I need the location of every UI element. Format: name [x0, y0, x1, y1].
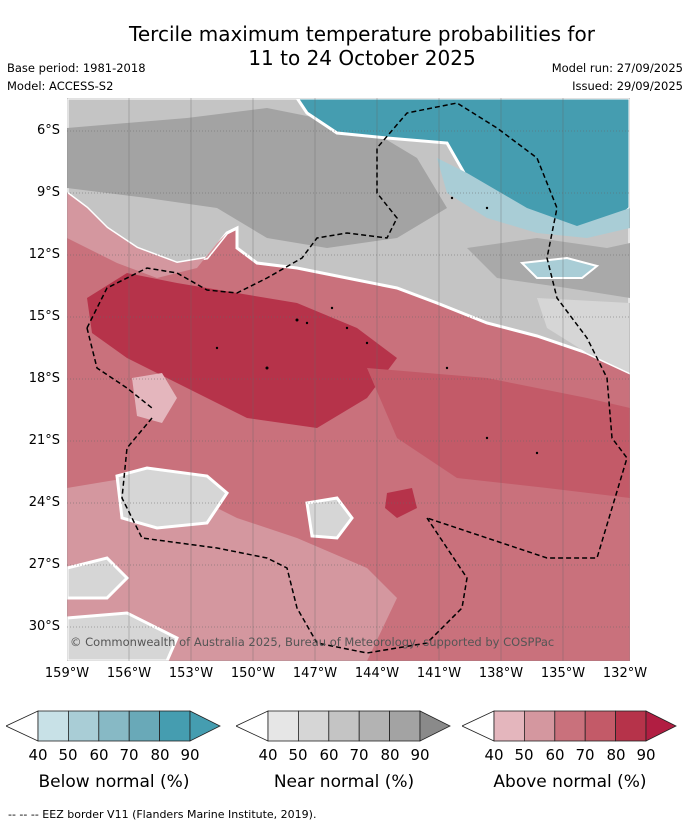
lon-label-147w: 147°W — [292, 666, 338, 681]
cbar-above-high-arrow — [645, 710, 677, 742]
colorbar-above — [462, 710, 677, 742]
model-run: Model run: 27/09/2025 — [551, 61, 683, 75]
tick: 60 — [545, 746, 565, 764]
tick: 70 — [119, 746, 139, 764]
lat-label-15s: 15°S — [28, 309, 60, 324]
lon-label-156w: 156°W — [106, 666, 152, 681]
title-line-2: 11 to 24 October 2025 — [248, 46, 476, 70]
tick: 50 — [288, 746, 308, 764]
lon-label-150w: 150°W — [230, 666, 276, 681]
colorbar-segment — [358, 710, 390, 742]
tick: 40 — [28, 746, 48, 764]
tick: 70 — [349, 746, 369, 764]
sw-near-normal-2 — [67, 611, 179, 661]
base-period: Base period: 1981-2018 — [7, 61, 146, 75]
lon-label-135w: 135°W — [540, 666, 586, 681]
sw-near-normal — [67, 556, 130, 600]
west-pale-patch — [132, 373, 177, 423]
colorbar-segment — [615, 710, 647, 742]
tick: 80 — [380, 746, 400, 764]
colorbar-segment — [128, 710, 160, 742]
colorbar-segment — [524, 710, 556, 742]
legend-label-above: Above normal (%) — [493, 772, 647, 792]
colorbar-segment — [493, 710, 525, 742]
above-normal-core — [87, 273, 397, 428]
lon-label-144w: 144°W — [354, 666, 400, 681]
tick: 80 — [606, 746, 626, 764]
probability-map: © Commonwealth of Australia 2025, Bureau… — [67, 98, 630, 661]
lat-label-9s: 9°S — [36, 185, 60, 200]
tick: 90 — [636, 746, 656, 764]
below-normal-light — [437, 158, 630, 238]
legend-label-near: Near normal (%) — [273, 772, 415, 792]
lat-label-21s: 21°S — [28, 433, 60, 448]
meta-right: Model run: 27/09/2025 Issued: 29/09/2025 — [552, 59, 683, 95]
colorbar-segment — [389, 710, 421, 742]
tick: 70 — [575, 746, 595, 764]
copyright: © Commonwealth of Australia 2025, Bureau… — [70, 635, 554, 649]
lat-label-24s: 24°S — [28, 495, 60, 510]
grid-lines — [67, 130, 630, 628]
lon-label-138w: 138°W — [478, 666, 524, 681]
tick: 90 — [180, 746, 200, 764]
near-normal-dark — [67, 108, 447, 248]
colorbar-segment — [298, 710, 330, 742]
west-near-normal-patch — [115, 466, 229, 530]
lon-label-159w: 159°W — [44, 666, 90, 681]
colorbar-segment — [37, 710, 69, 742]
lat-label-30s: 30°S — [28, 619, 60, 634]
lon-label-132w: 132°W — [602, 666, 648, 681]
tick: 60 — [89, 746, 109, 764]
lon-label-153w: 153°W — [168, 666, 214, 681]
tick: 40 — [484, 746, 504, 764]
colorbar-near — [236, 710, 451, 742]
cbar-near-high-arrow — [419, 710, 451, 742]
lat-label-6s: 6°S — [36, 123, 60, 138]
lat-label-12s: 12°S — [28, 247, 60, 262]
below-normal-patch — [519, 256, 600, 279]
eez-footnote: -- -- -- EEZ border V11 (Flanders Marine… — [8, 808, 317, 821]
cbar-below-high-arrow — [189, 710, 221, 742]
cbar-near-low-arrow — [236, 710, 269, 742]
meta-left: Base period: 1981-2018 Model: ACCESS-S2 — [7, 59, 146, 95]
above-normal-pale — [67, 193, 227, 278]
lon-label-141w: 141°W — [416, 666, 462, 681]
title-line-1: Tercile maximum temperature probabilitie… — [129, 22, 595, 46]
eez-border — [86, 102, 628, 654]
colorbar-segment — [584, 710, 616, 742]
model-name: Model: ACCESS-S2 — [7, 79, 114, 93]
tick: 60 — [319, 746, 339, 764]
meridian-lines — [128, 98, 564, 661]
lat-label-27s: 27°S — [28, 557, 60, 572]
cbar-above-low-arrow — [462, 710, 495, 742]
cbar-below-low-arrow — [6, 710, 39, 742]
above-normal-core-2 — [367, 368, 630, 498]
tick: 80 — [150, 746, 170, 764]
tick: 90 — [410, 746, 430, 764]
islands — [215, 196, 539, 455]
central-near-normal-patch — [305, 496, 354, 540]
near-normal-light-east — [537, 298, 630, 373]
colorbar-segment — [554, 710, 586, 742]
colorbar-segment — [68, 710, 100, 742]
issued-date: Issued: 29/09/2025 — [572, 79, 683, 93]
colorbar-segment — [267, 710, 299, 742]
colorbar-segment — [98, 710, 130, 742]
tick: 50 — [514, 746, 534, 764]
colorbar-segment — [159, 710, 191, 742]
legend-label-below: Below normal (%) — [38, 772, 190, 792]
colorbar-segment — [328, 710, 360, 742]
map-title: Tercile maximum temperature probabilitie… — [60, 22, 664, 70]
tick: 50 — [58, 746, 78, 764]
tick: 40 — [258, 746, 278, 764]
lat-label-18s: 18°S — [28, 371, 60, 386]
colorbar-below — [6, 710, 221, 742]
